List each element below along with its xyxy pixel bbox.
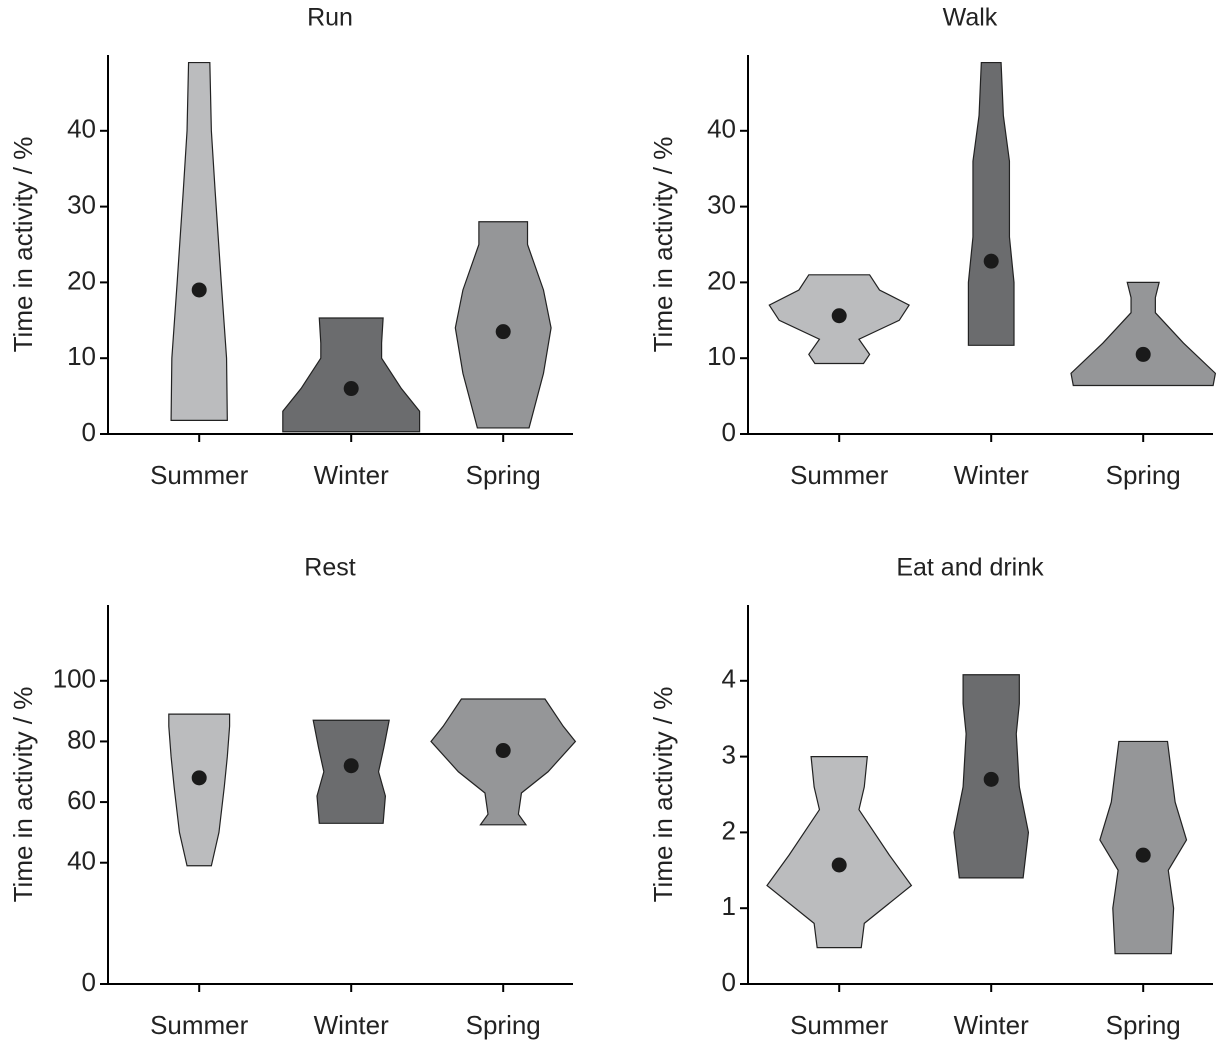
violin <box>282 317 421 433</box>
y-tick-label: 0 <box>722 417 736 447</box>
x-tick-label: Winter <box>314 460 389 490</box>
mean-dot <box>343 758 359 774</box>
mean-dot <box>191 282 207 298</box>
y-tick-label: 1 <box>722 891 736 921</box>
y-tick-label: 4 <box>722 664 736 694</box>
y-tick-label: 80 <box>67 724 96 754</box>
y-tick-label: 40 <box>67 846 96 876</box>
y-tick-label: 20 <box>707 265 736 295</box>
mean-dot <box>831 308 847 324</box>
y-tick-label: 3 <box>722 739 736 769</box>
y-tick-label: 10 <box>67 341 96 371</box>
y-tick-label: 40 <box>707 114 736 144</box>
mean-dot <box>983 253 999 269</box>
y-tick-label: 0 <box>82 967 96 997</box>
mean-dot <box>1135 847 1151 863</box>
x-tick-label: Spring <box>466 1010 541 1040</box>
x-tick-label: Spring <box>1106 1010 1181 1040</box>
violin <box>168 713 231 867</box>
x-tick-label: Summer <box>790 1010 889 1040</box>
violin <box>1070 281 1216 387</box>
y-tick-label: 2 <box>722 815 736 845</box>
chart-title: Eat and drink <box>896 554 1044 582</box>
mean-dot <box>983 771 999 787</box>
y-tick-label: 60 <box>67 785 96 815</box>
x-tick-label: Summer <box>790 460 889 490</box>
violin <box>430 698 577 826</box>
violin <box>170 61 228 421</box>
violin <box>1099 740 1188 955</box>
x-tick-label: Summer <box>150 1010 249 1040</box>
x-tick-label: Winter <box>314 1010 389 1040</box>
chart-title: Rest <box>304 554 355 582</box>
mean-dot <box>343 381 359 397</box>
violin <box>766 756 913 949</box>
y-tick-label: 30 <box>67 189 96 219</box>
y-tick-label: 100 <box>53 664 96 694</box>
x-tick-label: Winter <box>954 1010 1029 1040</box>
y-tick-label: 0 <box>82 417 96 447</box>
chart-title: Walk <box>943 4 998 32</box>
x-tick-label: Spring <box>1106 460 1181 490</box>
violin <box>967 61 1015 346</box>
y-tick-label: 20 <box>67 265 96 295</box>
mean-dot <box>495 743 511 759</box>
y-axis-label: Time in activity / % <box>648 687 678 903</box>
y-tick-label: 40 <box>67 114 96 144</box>
y-axis-label: Time in activity / % <box>8 687 38 903</box>
y-axis-label: Time in activity / % <box>648 137 678 353</box>
mean-dot <box>1135 346 1151 362</box>
y-axis-label: Time in activity / % <box>8 137 38 353</box>
x-tick-label: Summer <box>150 460 249 490</box>
x-tick-label: Spring <box>466 460 541 490</box>
mean-dot <box>191 770 207 786</box>
mean-dot <box>495 324 511 340</box>
y-tick-label: 0 <box>722 967 736 997</box>
mean-dot <box>831 857 847 873</box>
chart-title: Run <box>307 4 353 32</box>
x-tick-label: Winter <box>954 460 1029 490</box>
y-tick-label: 30 <box>707 189 736 219</box>
y-tick-label: 10 <box>707 341 736 371</box>
